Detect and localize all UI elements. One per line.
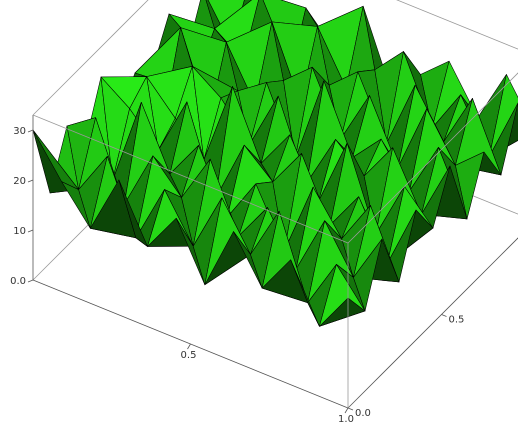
surface-mesh — [32, 0, 518, 327]
surface-facet — [319, 297, 366, 327]
z-tick-mark — [27, 229, 34, 233]
y-tick-mark — [347, 407, 354, 411]
x-tick-label: 1.0 — [338, 414, 354, 423]
z-tick-mark — [27, 129, 34, 133]
x-tick-label: 0.5 — [181, 350, 197, 361]
box-edge — [32, 0, 149, 116]
surface-facet — [118, 179, 148, 247]
z-tick-label: 10 — [13, 226, 26, 237]
x-tick-mark — [187, 343, 191, 350]
z-tick-mark — [27, 179, 34, 183]
y-tick-label: 0.0 — [355, 408, 371, 419]
z-tick-label: 30 — [13, 126, 26, 137]
x-tick-mark — [344, 407, 349, 414]
box-edge — [32, 114, 349, 244]
z-tick-label: 20 — [13, 176, 26, 187]
z-tick-label: 0.0 — [10, 276, 26, 287]
box-edge — [396, 0, 518, 50]
box-edge — [347, 72, 518, 244]
surface-facet — [290, 259, 320, 327]
z-tick-mark — [27, 279, 34, 283]
y-tick-mark — [441, 314, 447, 317]
y-tick-label: 0.5 — [449, 315, 465, 326]
surface-facet — [353, 238, 383, 312]
